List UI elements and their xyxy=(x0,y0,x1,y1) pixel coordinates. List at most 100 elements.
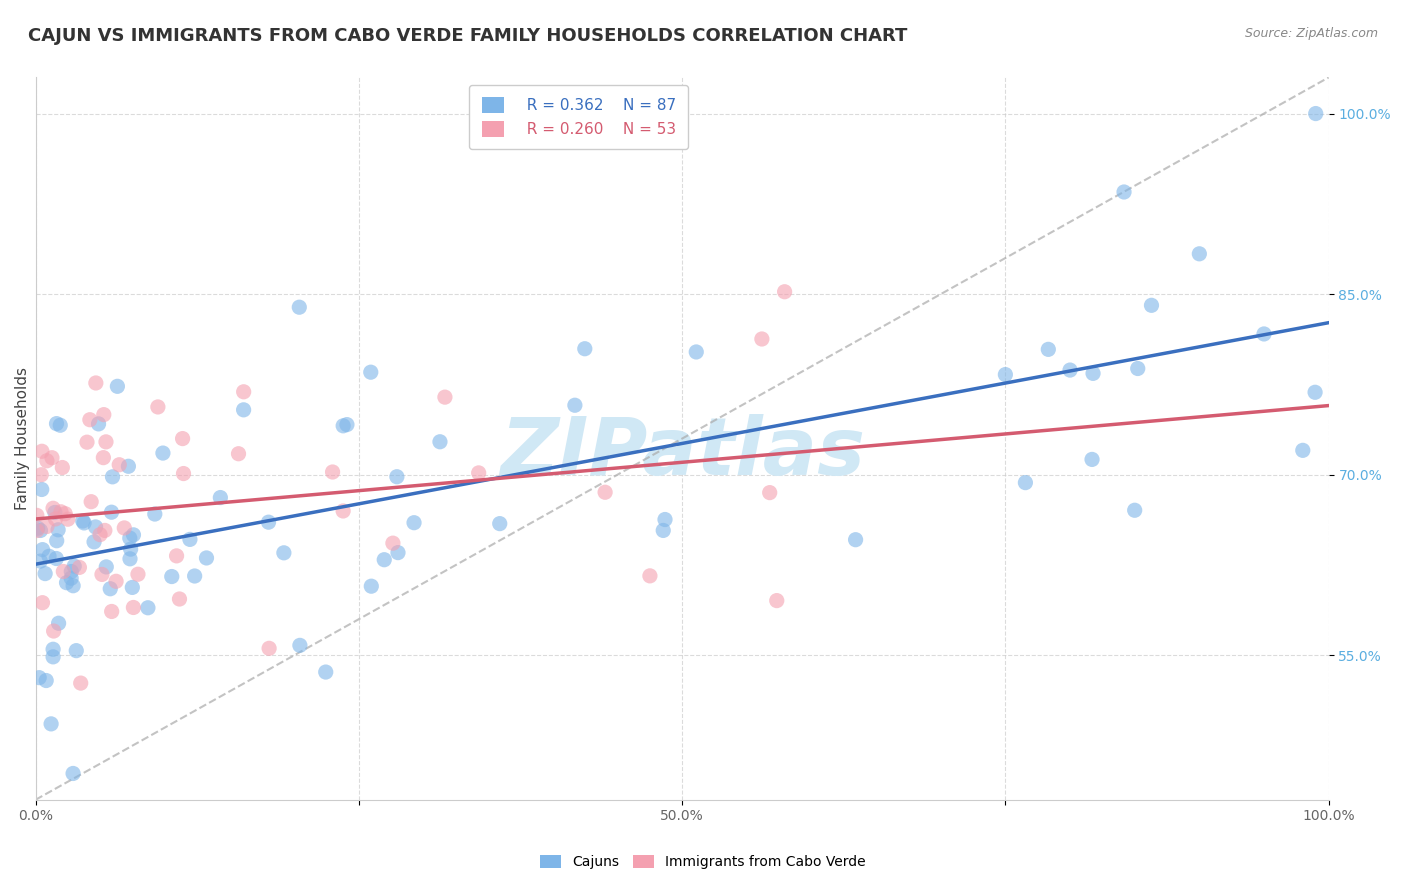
Immigrants from Cabo Verde xyxy=(35,519,58,533)
Cajuns xyxy=(44,506,66,520)
Immigrants from Cabo Verde xyxy=(79,413,101,427)
Cajuns xyxy=(152,446,174,460)
Immigrants from Cabo Verde xyxy=(100,605,122,619)
Cajuns xyxy=(100,505,122,519)
Immigrants from Cabo Verde xyxy=(93,450,115,465)
Immigrants from Cabo Verde xyxy=(433,390,456,404)
Cajuns xyxy=(1292,443,1315,458)
Cajuns xyxy=(72,514,94,528)
Immigrants from Cabo Verde xyxy=(105,574,128,589)
Immigrants from Cabo Verde xyxy=(42,501,65,516)
Legend:   R = 0.362    N = 87,   R = 0.260    N = 53: R = 0.362 N = 87, R = 0.260 N = 53 xyxy=(470,85,688,149)
Text: Source: ZipAtlas.com: Source: ZipAtlas.com xyxy=(1244,27,1378,40)
Immigrants from Cabo Verde xyxy=(30,467,52,482)
Immigrants from Cabo Verde xyxy=(42,624,65,638)
Cajuns xyxy=(143,507,166,521)
Immigrants from Cabo Verde xyxy=(108,458,131,472)
Cajuns xyxy=(994,368,1017,382)
Immigrants from Cabo Verde xyxy=(84,376,107,390)
Cajuns xyxy=(55,575,77,590)
Immigrants from Cabo Verde xyxy=(467,466,489,480)
Immigrants from Cabo Verde xyxy=(91,567,114,582)
Cajuns xyxy=(1014,475,1036,490)
Cajuns xyxy=(1059,363,1081,377)
Cajuns xyxy=(31,542,53,557)
Immigrants from Cabo Verde xyxy=(31,596,53,610)
Cajuns xyxy=(429,434,451,449)
Immigrants from Cabo Verde xyxy=(322,465,344,479)
Cajuns xyxy=(31,483,53,497)
Cajuns xyxy=(87,417,110,431)
Immigrants from Cabo Verde xyxy=(638,569,661,583)
Immigrants from Cabo Verde xyxy=(67,560,90,574)
Cajuns xyxy=(73,516,96,530)
Cajuns xyxy=(122,528,145,542)
Immigrants from Cabo Verde xyxy=(257,641,280,656)
Immigrants from Cabo Verde xyxy=(332,504,354,518)
Cajuns xyxy=(45,551,67,566)
Immigrants from Cabo Verde xyxy=(93,408,115,422)
Cajuns xyxy=(35,673,58,688)
Cajuns xyxy=(315,665,337,679)
Cajuns xyxy=(45,417,67,431)
Cajuns xyxy=(257,515,280,529)
Cajuns xyxy=(288,300,311,314)
Immigrants from Cabo Verde xyxy=(94,434,117,449)
Cajuns xyxy=(336,417,359,432)
Cajuns xyxy=(101,470,124,484)
Cajuns xyxy=(402,516,425,530)
Cajuns xyxy=(39,717,62,731)
Immigrants from Cabo Verde xyxy=(751,332,773,346)
Cajuns xyxy=(209,491,232,505)
Cajuns xyxy=(1112,185,1135,199)
Immigrants from Cabo Verde xyxy=(765,593,787,607)
Cajuns xyxy=(1126,361,1149,376)
Cajuns xyxy=(96,560,118,574)
Cajuns xyxy=(652,524,675,538)
Immigrants from Cabo Verde xyxy=(44,512,66,526)
Cajuns xyxy=(564,398,586,412)
Cajuns xyxy=(654,512,676,526)
Immigrants from Cabo Verde xyxy=(228,447,250,461)
Immigrants from Cabo Verde xyxy=(172,432,194,446)
Cajuns xyxy=(121,581,143,595)
Cajuns xyxy=(387,546,409,560)
Cajuns xyxy=(385,469,408,483)
Cajuns xyxy=(49,418,72,433)
Cajuns xyxy=(107,379,129,393)
Cajuns xyxy=(45,533,67,548)
Cajuns xyxy=(488,516,510,531)
Immigrants from Cabo Verde xyxy=(52,565,75,579)
Immigrants from Cabo Verde xyxy=(381,536,404,550)
Immigrants from Cabo Verde xyxy=(69,676,91,690)
Immigrants from Cabo Verde xyxy=(76,435,98,450)
Cajuns xyxy=(30,524,52,538)
Immigrants from Cabo Verde xyxy=(166,549,188,563)
Cajuns xyxy=(1305,106,1327,120)
Text: CAJUN VS IMMIGRANTS FROM CABO VERDE FAMILY HOUSEHOLDS CORRELATION CHART: CAJUN VS IMMIGRANTS FROM CABO VERDE FAMI… xyxy=(28,27,907,45)
Cajuns xyxy=(46,523,69,537)
Cajuns xyxy=(117,459,139,474)
Cajuns xyxy=(60,571,83,585)
Cajuns xyxy=(845,533,868,547)
Cajuns xyxy=(288,639,311,653)
Cajuns xyxy=(360,365,382,379)
Cajuns xyxy=(84,520,107,534)
Immigrants from Cabo Verde xyxy=(41,450,63,465)
Cajuns xyxy=(34,566,56,581)
Immigrants from Cabo Verde xyxy=(80,494,103,508)
Cajuns xyxy=(1253,326,1275,341)
Cajuns xyxy=(28,671,51,685)
Cajuns xyxy=(273,546,295,560)
Cajuns xyxy=(63,559,86,574)
Immigrants from Cabo Verde xyxy=(31,444,53,458)
Cajuns xyxy=(48,616,70,631)
Cajuns xyxy=(60,565,83,579)
Cajuns xyxy=(1081,367,1104,381)
Immigrants from Cabo Verde xyxy=(25,524,48,538)
Cajuns xyxy=(118,531,141,545)
Immigrants from Cabo Verde xyxy=(53,507,76,521)
Cajuns xyxy=(179,533,201,547)
Immigrants from Cabo Verde xyxy=(51,460,73,475)
Cajuns xyxy=(42,642,65,657)
